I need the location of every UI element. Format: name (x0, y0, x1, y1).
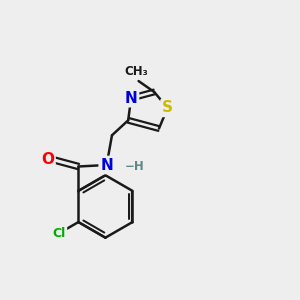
Text: O: O (41, 152, 54, 167)
Text: Cl: Cl (52, 227, 66, 240)
Text: N: N (125, 91, 137, 106)
Text: CH₃: CH₃ (125, 65, 148, 78)
Text: S: S (162, 100, 173, 116)
Text: N: N (100, 158, 113, 172)
Text: −H: −H (125, 160, 145, 173)
